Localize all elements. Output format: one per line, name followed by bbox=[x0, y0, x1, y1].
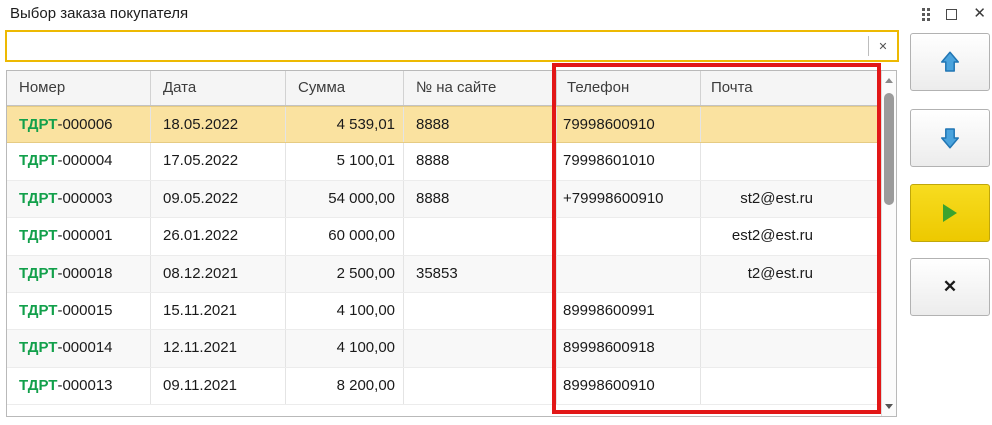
table-row[interactable]: ТДРТ-000018 08.12.2021 2 500,00 35853 t2… bbox=[7, 255, 896, 293]
cell-email bbox=[701, 143, 883, 179]
table-row[interactable]: ТДРТ-000013 09.11.2021 8 200,00 89998600… bbox=[7, 367, 896, 406]
cell-site-number: 35853 bbox=[404, 255, 557, 292]
cell-site-number bbox=[404, 218, 557, 255]
cell-number: ТДРТ-000013 bbox=[7, 367, 151, 405]
cell-amount: 2 500,00 bbox=[286, 255, 404, 292]
cell-phone: 79998601010 bbox=[557, 143, 701, 180]
cell-phone: +79998600910 bbox=[557, 180, 701, 218]
window-controls: ✕ bbox=[922, 5, 986, 23]
cell-site-number: 8888 bbox=[404, 107, 557, 143]
cell-date: 18.05.2022 bbox=[151, 107, 286, 143]
move-up-button[interactable] bbox=[910, 33, 990, 91]
cell-phone bbox=[557, 255, 701, 292]
cell-site-number bbox=[404, 292, 557, 330]
table-header: Номер Дата Сумма № на сайте Телефон Почт… bbox=[7, 71, 896, 106]
cancel-button[interactable]: ✕ bbox=[910, 258, 990, 316]
table-row[interactable]: ТДРТ-000003 09.05.2022 54 000,00 8888 +7… bbox=[7, 180, 896, 219]
cell-date: 08.12.2021 bbox=[151, 255, 286, 292]
cell-number: ТДРТ-000018 bbox=[7, 255, 151, 292]
play-icon bbox=[943, 204, 957, 222]
cell-email: st2@est.ru bbox=[740, 189, 813, 207]
arrow-up-icon bbox=[941, 51, 959, 72]
move-down-button[interactable] bbox=[910, 109, 990, 167]
cell-email bbox=[701, 107, 883, 142]
scroll-up-icon[interactable] bbox=[885, 78, 893, 83]
cell-site-number: 8888 bbox=[404, 180, 557, 218]
window-title: Выбор заказа покупателя bbox=[10, 5, 189, 22]
cell-phone: 89998600918 bbox=[557, 330, 701, 367]
column-header-amount[interactable]: Сумма bbox=[286, 71, 404, 105]
orders-table: Номер Дата Сумма № на сайте Телефон Почт… bbox=[6, 70, 897, 417]
cell-email bbox=[701, 368, 883, 404]
cell-phone: 79998600910 bbox=[557, 107, 701, 143]
cell-number: ТДРТ-000001 bbox=[7, 218, 151, 255]
search-divider bbox=[868, 36, 869, 56]
scroll-down-icon[interactable] bbox=[885, 404, 893, 409]
cell-date: 12.11.2021 bbox=[151, 330, 286, 367]
maximize-icon[interactable] bbox=[946, 8, 958, 20]
table-row[interactable]: ТДРТ-000004 17.05.2022 5 100,01 8888 799… bbox=[7, 143, 896, 181]
search-clear-icon[interactable]: ✕ bbox=[869, 40, 897, 53]
cell-site-number: 8888 bbox=[404, 143, 557, 180]
column-header-date[interactable]: Дата bbox=[151, 71, 286, 105]
cell-phone: 89998600991 bbox=[557, 292, 701, 330]
cell-site-number bbox=[404, 330, 557, 367]
table-row[interactable]: ТДРТ-000015 15.11.2021 4 100,00 89998600… bbox=[7, 292, 896, 331]
cell-email: est2@est.ru bbox=[731, 227, 813, 245]
cell-amount: 4 100,00 bbox=[286, 292, 404, 330]
arrow-down-icon bbox=[941, 128, 959, 149]
table-row[interactable]: ТДРТ-000006 18.05.2022 4 539,01 8888 799… bbox=[7, 106, 896, 144]
close-icon[interactable]: ✕ bbox=[973, 5, 986, 22]
cell-date: 09.05.2022 bbox=[151, 180, 286, 218]
cell-number: ТДРТ-000006 bbox=[7, 107, 151, 143]
column-header-phone[interactable]: Телефон bbox=[557, 71, 701, 105]
cell-amount: 8 200,00 bbox=[286, 367, 404, 405]
cell-phone bbox=[557, 218, 701, 255]
cell-date: 15.11.2021 bbox=[151, 292, 286, 330]
search-field: ✕ bbox=[5, 30, 899, 62]
table-row[interactable]: ТДРТ-000014 12.11.2021 4 100,00 89998600… bbox=[7, 330, 896, 368]
cell-amount: 5 100,01 bbox=[286, 143, 404, 180]
cell-date: 09.11.2021 bbox=[151, 367, 286, 405]
cell-date: 17.05.2022 bbox=[151, 143, 286, 180]
cell-email: t2@est.ru bbox=[747, 264, 813, 282]
cell-amount: 60 000,00 bbox=[286, 218, 404, 255]
cell-amount: 54 000,00 bbox=[286, 180, 404, 218]
select-button[interactable] bbox=[910, 184, 990, 242]
cancel-icon: ✕ bbox=[942, 277, 958, 296]
cell-number: ТДРТ-000003 bbox=[7, 180, 151, 218]
column-header-email[interactable]: Почта bbox=[711, 79, 753, 96]
vertical-scrollbar[interactable] bbox=[881, 71, 896, 416]
table-row[interactable]: ТДРТ-000001 26.01.2022 60 000,00 est2@es… bbox=[7, 218, 896, 256]
cell-number: ТДРТ-000014 bbox=[7, 330, 151, 367]
cell-number: ТДРТ-000015 bbox=[7, 292, 151, 330]
column-header-site[interactable]: № на сайте bbox=[404, 71, 557, 105]
table-body: ТДРТ-000006 18.05.2022 4 539,01 8888 799… bbox=[7, 106, 896, 406]
menu-icon[interactable] bbox=[922, 7, 931, 21]
cell-date: 26.01.2022 bbox=[151, 218, 286, 255]
column-header-number[interactable]: Номер bbox=[7, 71, 151, 105]
cell-number: ТДРТ-000004 bbox=[7, 143, 151, 180]
scrollbar-thumb[interactable] bbox=[884, 93, 894, 205]
cell-email bbox=[701, 293, 883, 329]
cell-phone: 89998600910 bbox=[557, 367, 701, 405]
cell-site-number bbox=[404, 367, 557, 405]
cell-amount: 4 539,01 bbox=[286, 107, 404, 143]
cell-amount: 4 100,00 bbox=[286, 330, 404, 367]
search-input[interactable] bbox=[7, 32, 868, 60]
cell-email bbox=[701, 330, 883, 366]
